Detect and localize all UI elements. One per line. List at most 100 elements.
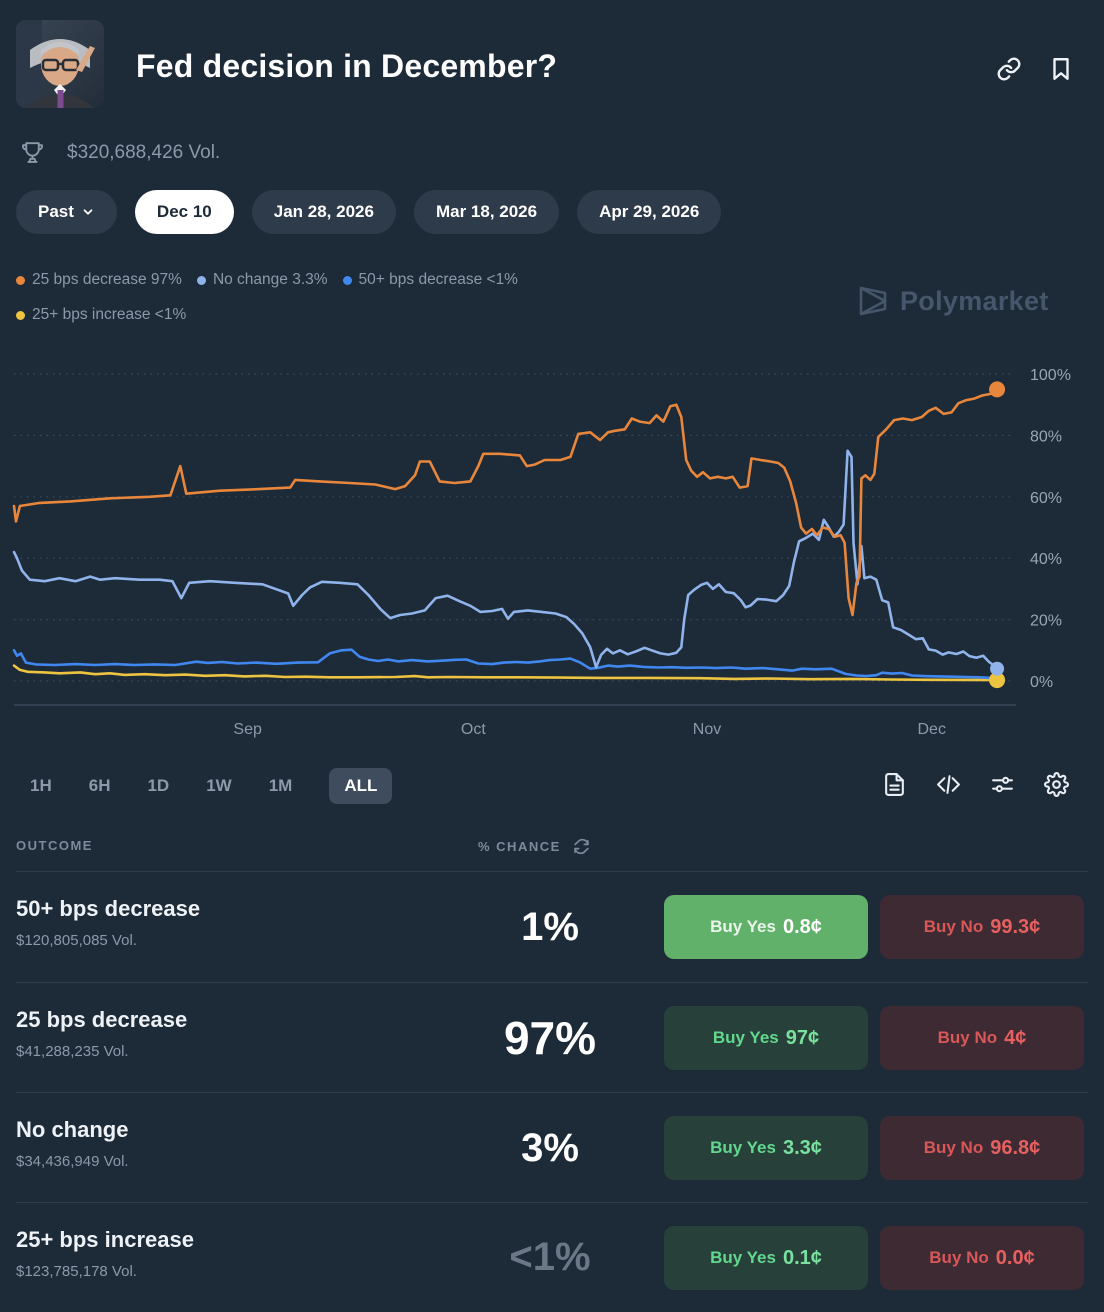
svg-text:80%: 80% <box>1030 428 1062 445</box>
buy-yes-price: 0.1¢ <box>782 1246 822 1269</box>
probability-line-chart[interactable]: 0% 20% 40% 60% 80% 100% Sep Oct Nov Dec <box>0 360 1104 740</box>
timeframe-1w[interactable]: 1W <box>206 776 232 795</box>
tab-apr-29-2026[interactable]: Apr 29, 2026 <box>577 190 722 234</box>
tab-mar-18-label: Mar 18, 2026 <box>435 202 538 221</box>
svg-text:20%: 20% <box>1030 613 1062 630</box>
trophy-icon <box>20 140 45 165</box>
legend-label: No change 3.3% <box>212 271 328 288</box>
order-book-icon[interactable] <box>882 772 907 797</box>
tab-jan-28-2026[interactable]: Jan 28, 2026 <box>251 190 396 234</box>
buy-no-label: Buy No <box>929 1248 989 1267</box>
legend-item-25bps-increase: 25+ bps increase <1% <box>16 306 186 324</box>
timeframe-1m[interactable]: 1M <box>268 776 293 795</box>
tab-dec-10-label: Dec 10 <box>156 202 212 221</box>
outcome-volume: $34,436,949 Vol. <box>16 1153 129 1170</box>
market-avatar <box>16 20 104 108</box>
page-title: Fed decision in December? <box>136 48 558 84</box>
timeframe-6h[interactable]: 6H <box>88 776 111 795</box>
buy-yes-label: Buy Yes <box>710 1138 776 1157</box>
timeframe-1d[interactable]: 1D <box>147 776 170 795</box>
embed-code-icon[interactable] <box>936 772 961 797</box>
tab-dec-10[interactable]: Dec 10 <box>134 190 234 234</box>
chance-value: 1% <box>521 905 579 949</box>
legend-item-25bps-decrease: 25 bps decrease 97% <box>16 271 182 289</box>
timeframe-all[interactable]: ALL <box>329 768 393 804</box>
svg-text:Dec: Dec <box>918 721 946 738</box>
buy-yes-button[interactable]: Buy Yes 97¢ <box>664 1006 868 1070</box>
gear-icon[interactable] <box>1044 772 1069 797</box>
legend-dot-yellow <box>16 310 25 320</box>
outcome-title: No change <box>16 1117 129 1142</box>
buy-no-button[interactable]: Buy No 96.8¢ <box>880 1116 1084 1180</box>
chance-value: 3% <box>521 1125 579 1170</box>
legend-dot-lightblue <box>196 275 206 285</box>
svg-text:0%: 0% <box>1030 674 1053 691</box>
buy-no-price: 96.8¢ <box>990 1136 1041 1159</box>
outcome-volume: $41,288,235 Vol. <box>16 1043 129 1060</box>
copy-link-icon[interactable] <box>996 56 1022 82</box>
svg-text:Oct: Oct <box>461 721 486 738</box>
buy-no-price: 0.0¢ <box>995 1246 1035 1269</box>
svg-text:40%: 40% <box>1030 551 1062 568</box>
column-chance: % CHANCE <box>478 838 590 855</box>
buy-no-button[interactable]: Buy No 0.0¢ <box>880 1226 1084 1290</box>
outcome-row-25bps-decrease: 25 bps decrease $41,288,235 Vol. 97% Buy… <box>0 983 1104 1093</box>
tab-jan-28-label: Jan 28, 2026 <box>273 202 374 221</box>
divider <box>16 871 1088 872</box>
svg-text:60%: 60% <box>1030 490 1062 507</box>
volume-value: $320,688,426 Vol. <box>67 141 221 163</box>
chart-toolbar <box>882 772 1069 797</box>
buy-no-label: Buy No <box>937 1028 998 1047</box>
outcome-volume: $123,785,178 Vol. <box>16 1263 137 1280</box>
svg-text:Nov: Nov <box>693 721 721 738</box>
buy-yes-label: Buy Yes <box>710 1248 776 1267</box>
buy-no-label: Buy No <box>923 1138 984 1157</box>
outcome-row-50bps-decrease: 50+ bps decrease $120,805,085 Vol. 1% Bu… <box>0 872 1104 983</box>
legend-label: 25 bps decrease 97% <box>32 271 182 288</box>
buy-no-price: 4¢ <box>1004 1026 1027 1049</box>
bookmark-icon[interactable] <box>1048 56 1074 82</box>
outcome-table-header: OUTCOME % CHANCE <box>16 838 1088 855</box>
buy-yes-label: Buy Yes <box>712 1028 779 1047</box>
buy-yes-label: Buy Yes <box>710 917 776 936</box>
buy-no-button[interactable]: Buy No 4¢ <box>880 1006 1084 1070</box>
column-outcome: OUTCOME <box>16 838 93 853</box>
tab-mar-18-2026[interactable]: Mar 18, 2026 <box>413 190 560 234</box>
outcome-row-no-change: No change $34,436,949 Vol. 3% Buy Yes 3.… <box>0 1093 1104 1203</box>
chart-legend-row-1: 25 bps decrease 97% No change 3.3% 50+ b… <box>16 271 518 289</box>
column-chance-label: % CHANCE <box>478 839 561 854</box>
svg-text:100%: 100% <box>1030 367 1071 384</box>
buy-yes-button[interactable]: Buy Yes 0.1¢ <box>664 1226 868 1290</box>
buy-no-label: Buy No <box>923 917 984 936</box>
chevron-down-icon <box>83 209 93 215</box>
refresh-icon[interactable] <box>573 838 590 855</box>
divider <box>16 1202 1088 1203</box>
svg-text:Sep: Sep <box>233 721 262 738</box>
legend-item-50bps-decrease: 50+ bps decrease <1% <box>342 271 518 289</box>
buy-yes-price: 97¢ <box>785 1026 820 1049</box>
timeframe-1h[interactable]: 1H <box>30 776 52 795</box>
chart-legend-row-2: 25+ bps increase <1% <box>16 306 186 324</box>
legend-item-no-change: No change 3.3% <box>196 271 328 289</box>
timeframe-selector: 1H 6H 1D 1W 1M ALL <box>30 766 393 806</box>
buy-no-button[interactable]: Buy No 99.3¢ <box>880 895 1084 959</box>
buy-yes-button[interactable]: Buy Yes 3.3¢ <box>664 1116 868 1180</box>
buy-no-price: 99.3¢ <box>990 915 1041 938</box>
buy-yes-button[interactable]: Buy Yes 0.8¢ <box>664 895 868 959</box>
legend-dot-orange <box>16 275 25 285</box>
legend-label: 50+ bps decrease <1% <box>358 271 518 288</box>
chance-value: 97% <box>503 1012 597 1064</box>
date-tabs: Past Dec 10 Jan 28, 2026 Mar 18, 2026 Ap… <box>16 190 722 234</box>
powell-portrait <box>16 20 104 108</box>
tab-past-label: Past <box>38 202 74 221</box>
outcome-title: 25 bps decrease <box>16 1007 188 1032</box>
tab-past[interactable]: Past <box>16 190 117 234</box>
watermark-text: Polymarket <box>900 285 1049 316</box>
outcome-title: 25+ bps increase <box>16 1227 194 1252</box>
polymarket-watermark: Polymarket <box>856 284 1049 318</box>
chart-settings-sliders-icon[interactable] <box>990 772 1015 797</box>
buy-yes-price: 0.8¢ <box>782 915 822 938</box>
outcome-volume: $120,805,085 Vol. <box>16 932 137 949</box>
divider <box>16 1092 1088 1093</box>
